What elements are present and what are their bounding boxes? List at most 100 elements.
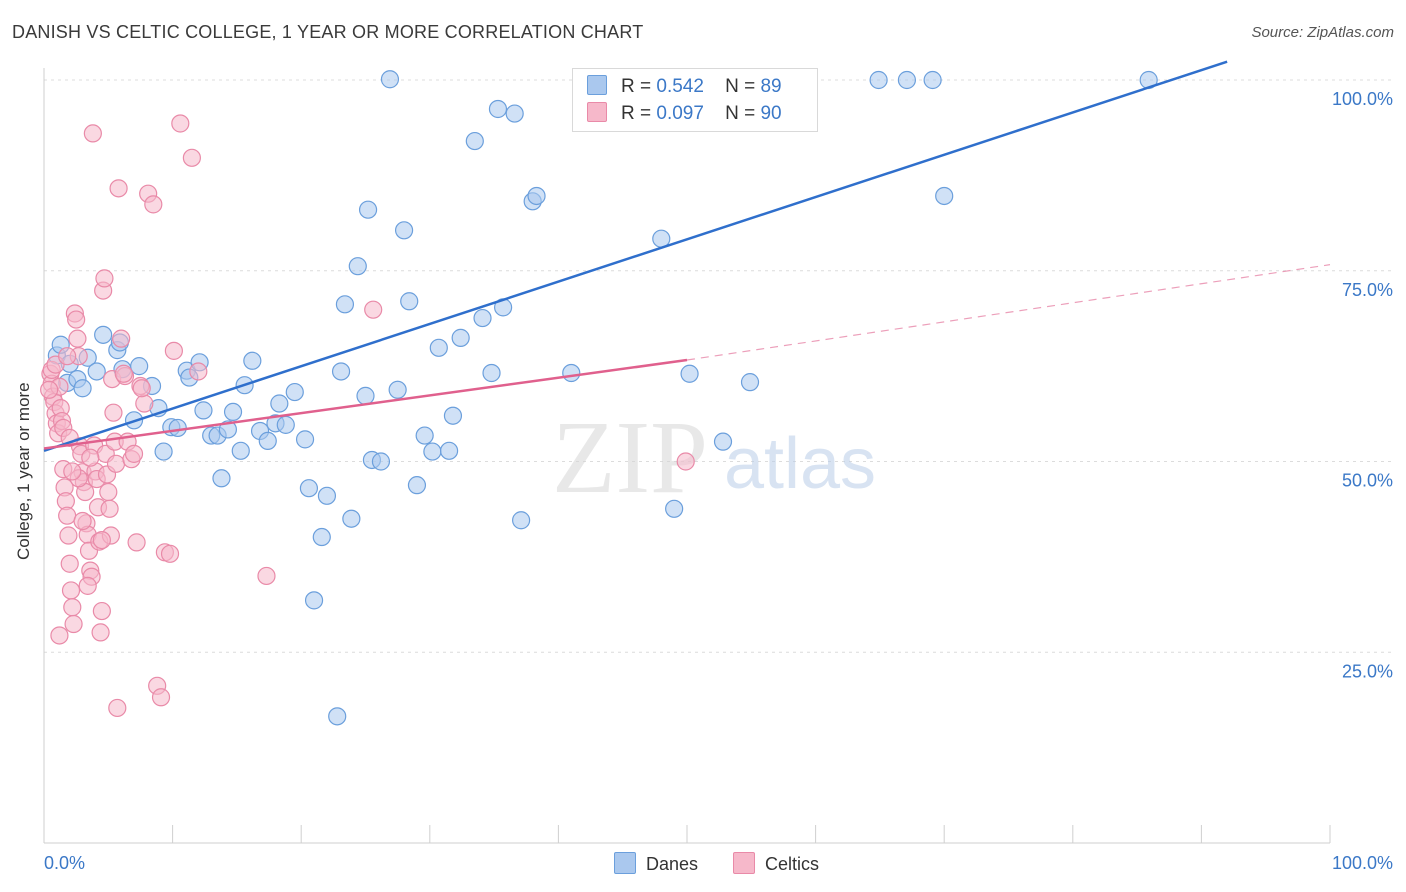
celtics-point <box>108 698 127 718</box>
danes-point <box>130 357 149 376</box>
celtics-point <box>114 364 133 383</box>
points-layer <box>40 69 1158 726</box>
danes-point <box>231 441 250 460</box>
danes-point <box>348 257 367 276</box>
legend-item-celtics: Celtics <box>733 852 819 875</box>
celtics-point <box>257 566 276 586</box>
danes-point <box>451 328 470 347</box>
legend-item-danes: Danes <box>614 852 698 875</box>
axes-layer <box>43 68 1331 844</box>
celtics-point <box>60 554 79 573</box>
danes-point <box>415 426 434 445</box>
celtics-point <box>92 530 111 550</box>
celtics-point <box>63 462 82 481</box>
celtics-point <box>67 310 86 329</box>
celtics-point <box>92 601 111 621</box>
chart-title: DANISH VS CELTIC COLLEGE, 1 YEAR OR MORE… <box>12 22 644 42</box>
danes-point <box>168 418 187 438</box>
danes-point <box>439 441 459 460</box>
danes-point <box>223 402 243 422</box>
danes-point <box>680 364 699 383</box>
danes-point <box>154 442 173 461</box>
danes-point <box>358 200 378 219</box>
danes-point <box>473 308 492 328</box>
danes-point <box>527 186 546 206</box>
celtics-point <box>58 347 77 366</box>
danes-point <box>482 363 501 383</box>
danes-point <box>276 415 295 434</box>
watermark-atlas: atlas <box>724 424 876 504</box>
celtics-point <box>164 341 183 360</box>
celtics-trend-line <box>43 358 688 450</box>
y-tick-label: 50.0% <box>1342 471 1393 491</box>
legend-row-danes: R = 0.542 N = 89 <box>587 75 782 97</box>
danes-point <box>388 380 407 399</box>
danes-point <box>443 406 463 425</box>
legend-r-value: 0.097 <box>656 103 704 124</box>
danes-point <box>299 479 319 498</box>
danes-point <box>665 499 684 518</box>
danes-point <box>304 591 324 610</box>
danes-point <box>270 394 289 413</box>
y-tick-label: 100.0% <box>1332 89 1393 109</box>
danes-point <box>312 527 331 547</box>
x-tick-label: 100.0% <box>1332 853 1393 873</box>
danes-point <box>342 509 361 528</box>
legend-label-danes: Danes <box>646 854 699 874</box>
celtics-point <box>104 403 123 422</box>
celtics-point <box>132 379 151 398</box>
celtics-point <box>676 452 695 471</box>
legend-label-celtics: Celtics <box>765 854 820 874</box>
celtics-point <box>91 623 110 642</box>
danes-point <box>562 363 581 383</box>
celtics-swatch-icon <box>587 102 607 122</box>
celtics-point <box>50 626 69 645</box>
celtics-point <box>40 380 59 399</box>
danes-point <box>356 386 375 405</box>
danes-point <box>488 99 508 119</box>
celtics-point <box>78 576 97 595</box>
celtics-point <box>61 581 81 600</box>
celtics-point <box>144 195 163 214</box>
danes-point <box>295 430 315 449</box>
danes-point <box>923 70 942 90</box>
celtics-point <box>95 269 114 288</box>
celtics-point <box>124 444 144 463</box>
celtics-point <box>83 124 102 143</box>
danes-point <box>94 325 113 344</box>
danes-point <box>331 362 351 381</box>
danes-point <box>394 221 414 240</box>
trend-layer <box>43 60 1331 453</box>
danes-point <box>512 511 531 530</box>
danes-point <box>465 131 484 151</box>
series-legend: Danes Celtics <box>0 852 1406 876</box>
danes-point <box>713 432 733 451</box>
danes-point <box>328 707 347 726</box>
danes-point <box>935 186 954 206</box>
celtics-point <box>106 454 126 473</box>
celtics-point <box>171 114 190 133</box>
x-tick-label: 0.0% <box>44 853 85 873</box>
danes-point <box>212 469 231 488</box>
danes-point <box>423 442 442 461</box>
celtics-point <box>58 506 77 525</box>
danes-point <box>429 338 448 357</box>
celtics-point <box>189 362 208 381</box>
danes-point <box>87 362 106 381</box>
celtics-point <box>68 329 87 348</box>
celtics-point <box>109 179 128 198</box>
watermark: ZIP atlas <box>552 400 876 515</box>
legend-n-value: 89 <box>760 76 782 97</box>
legend-row-celtics: R = 0.097 N = 90 <box>587 102 782 124</box>
legend-n-label: N = <box>725 103 756 124</box>
celtics-point <box>63 598 82 617</box>
legend-r-label: R = <box>621 103 652 124</box>
celtics-point <box>64 614 83 634</box>
celtics-point <box>99 482 118 502</box>
danes-point <box>73 379 92 398</box>
danes-swatch-icon <box>587 75 607 95</box>
danes-point <box>194 401 213 420</box>
danes-point <box>243 351 262 370</box>
danes-point <box>258 431 277 450</box>
